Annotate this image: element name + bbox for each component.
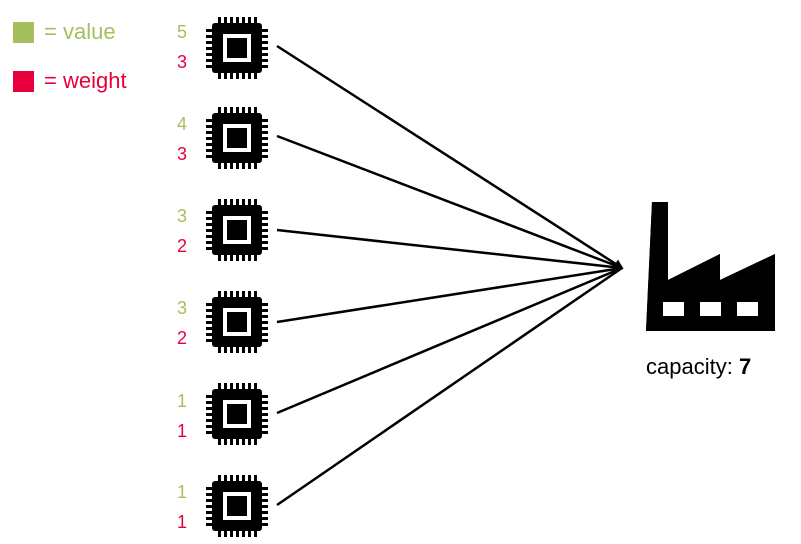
item-weight: 1 xyxy=(176,512,187,532)
value-legend-label: = value xyxy=(44,19,116,44)
item-value: 1 xyxy=(176,391,187,411)
legend-weight: = weight xyxy=(13,68,127,94)
item-value: 5 xyxy=(176,22,187,42)
item-value: 1 xyxy=(176,482,187,502)
connector-line xyxy=(276,44,624,270)
connector-line xyxy=(276,228,623,270)
cpu-chip-icon xyxy=(206,475,268,537)
connector-line xyxy=(276,134,623,270)
factory-icon xyxy=(646,202,775,331)
weight-swatch xyxy=(13,70,34,92)
cpu-chip-icon xyxy=(206,383,268,445)
item-value: 3 xyxy=(176,206,187,226)
item-weight: 2 xyxy=(176,328,187,348)
capacity-label: capacity: 7 xyxy=(646,354,751,380)
cpu-chip-icon xyxy=(206,107,268,169)
value-swatch xyxy=(13,21,34,43)
cpu-chip-icon xyxy=(206,199,268,261)
connector-line xyxy=(276,266,623,507)
item-value: 3 xyxy=(176,298,187,318)
item-value: 4 xyxy=(176,114,187,134)
connector-line xyxy=(276,266,623,415)
item-weight: 3 xyxy=(176,52,187,72)
cpu-chip-icon xyxy=(206,17,268,79)
connector-line xyxy=(276,266,623,324)
cpu-chip-icon xyxy=(206,291,268,353)
item-weight: 3 xyxy=(176,144,187,164)
weight-legend-label: = weight xyxy=(44,68,127,93)
item-weight: 1 xyxy=(176,421,187,441)
capacity-text: capacity: xyxy=(646,354,739,379)
capacity-value: 7 xyxy=(738,354,752,379)
legend-value: = value xyxy=(13,19,116,45)
item-weight: 2 xyxy=(176,236,187,256)
